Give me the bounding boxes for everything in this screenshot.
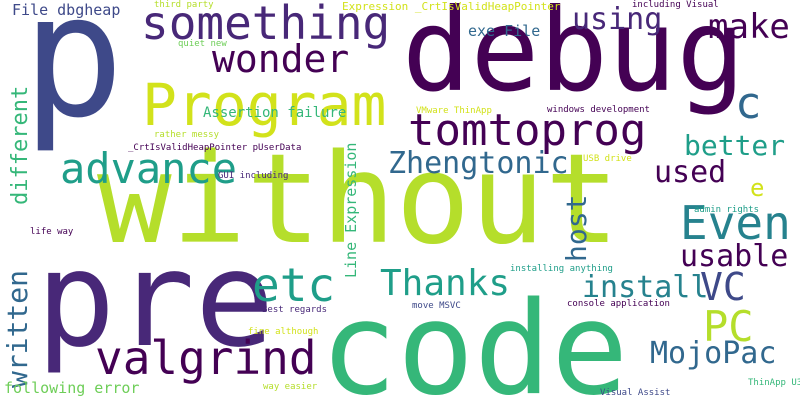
word: Zhengtonic (388, 146, 569, 181)
word: Visual Assist (600, 388, 671, 398)
word: Expression _CrtIsValidHeapPointer (342, 0, 561, 13)
word: ThinApp U3 (748, 378, 800, 388)
word: p (22, 0, 125, 156)
word: way easier (263, 382, 318, 392)
word: Assertion failure (203, 105, 347, 121)
word: exe File (468, 22, 541, 40)
word: PC (703, 302, 754, 351)
word: tomtoprog (408, 105, 647, 156)
word: windows development (547, 105, 650, 115)
word: Even (680, 196, 791, 250)
word: USB drive (583, 154, 632, 164)
word: different (8, 85, 33, 205)
word: pre (36, 223, 275, 377)
word: install (582, 270, 709, 305)
word: used (654, 155, 727, 190)
word: usable (680, 239, 789, 274)
word: something (141, 0, 391, 50)
word: Line Expression (342, 142, 360, 278)
word: make (708, 7, 790, 47)
word: GUI including (218, 171, 289, 181)
word: code (320, 275, 629, 400)
word: host (560, 194, 593, 262)
word: installing anything (510, 264, 613, 274)
word: written (1, 269, 34, 388)
word: using (572, 2, 663, 37)
word: Program (142, 71, 387, 139)
word: admin rights (694, 205, 760, 215)
word: life way (30, 227, 74, 237)
word: quiet new (178, 39, 227, 49)
word: Best regards (262, 305, 328, 315)
word: third party (154, 0, 214, 10)
word: valgrind (95, 331, 317, 385)
word: better (684, 129, 786, 162)
word: without (97, 128, 620, 272)
word: VMware ThinApp (416, 106, 492, 116)
word: fine although (248, 327, 319, 337)
word: wonder (212, 37, 350, 81)
word: VC (700, 265, 746, 309)
word: advance (60, 144, 238, 193)
word: _CrtIsValidHeapPointer pUserData (128, 143, 302, 153)
word: move MSVC (412, 301, 461, 311)
word: console application (567, 299, 670, 309)
word: following error (4, 379, 140, 397)
word: File dbgheap (12, 1, 121, 19)
word: e (750, 174, 765, 202)
word: debug (402, 0, 746, 117)
word: MojoPac (650, 336, 777, 371)
word: etc (252, 258, 336, 312)
word: rather messy (154, 130, 220, 140)
word: c (735, 78, 762, 129)
word: including Visual (632, 0, 719, 10)
word: Thanks (380, 263, 511, 304)
